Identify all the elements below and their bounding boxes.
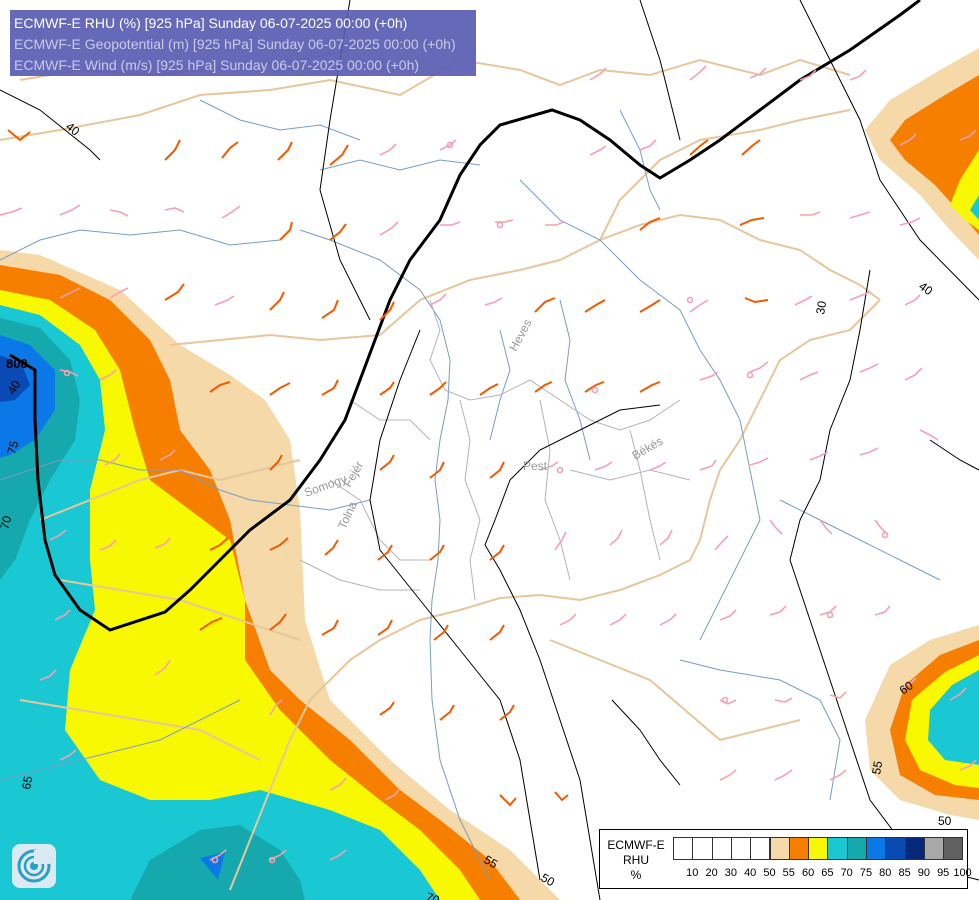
legend-swatch [846,837,867,860]
contour-label: 65 [19,775,35,791]
legend-swatch [730,837,752,860]
wind-barbs-strong [7,129,769,807]
legend-tick-label: 30 [724,867,738,879]
legend-swatch [711,837,732,860]
legend-swatch [866,837,887,860]
color-legend: ECMWF-E RHU % 10 20 30 40 50 55 60 65 70 75 80 85 90… [599,829,972,889]
legend-variable: RHU [623,853,649,867]
legend-swatch [750,837,771,860]
legend-swatch [885,837,906,860]
ecmwf-logo-icon [12,844,56,888]
contour-label: 70 [0,514,14,531]
contour-label: 30 [813,300,829,316]
legend-model: ECMWF-E [607,838,665,852]
legend-swatch [943,837,964,860]
legend-tick-label: 50 [763,867,776,879]
legend-swatch [808,837,829,860]
legend-swatch [788,837,810,860]
legend-swatch [769,837,790,860]
legend-tick-label: 80 [879,867,892,879]
header-title-rhu: ECMWF-E RHU (%) [925 hPa] Sunday 06-07-2… [14,15,408,31]
legend-tick-label: 100 [953,867,972,879]
legend-swatch [904,837,925,860]
legend-tick-label: 10 [686,867,699,879]
legend-tick-label: 65 [821,867,834,879]
header-title-geopotential: ECMWF-E Geopotential (m) [925 hPa] Sunda… [14,36,456,52]
legend-tick-label: 60 [801,867,815,879]
rh-fill-northeast [865,48,979,260]
contour-label: 50 [539,870,558,889]
wind-barbs-weak [0,65,977,864]
contour-label: 70 [424,890,442,900]
legend-tick-label: 85 [898,867,911,879]
legend-tick-label: 90 [917,867,931,879]
contour-label: 40 [4,378,23,397]
contour-label: 800 [6,356,28,371]
legend-tick-label: 75 [859,867,873,879]
legend-tick-label: 20 [705,867,718,879]
header-title-wind: ECMWF-E Wind (m/s) [925 hPa] Sunday 06-0… [14,57,420,73]
legend-tick-label: 70 [840,867,853,879]
rh-fill-west [0,250,560,900]
contour-label: 55 [482,852,501,871]
county-lines [299,299,691,601]
rh-fill-southeast [865,625,979,820]
contour-label: 50 [938,814,952,828]
legend-swatch [827,837,848,860]
contour-label: 55 [869,760,885,776]
legend-tick-label: 95 [937,867,950,879]
legend-swatch [692,837,713,860]
rivers [0,99,941,881]
geopotential-800-contour [9,0,921,632]
legend-swatch [673,837,694,860]
legend-unit: % [630,868,642,882]
map-header: ECMWF-E RHU (%) [925 hPa] Sunday 06-07-2… [10,10,476,76]
contour-label: 75 [4,439,21,456]
legend-title: ECMWF-E RHU % [604,838,668,883]
place-label-pest: Pest [523,459,548,473]
legend-tick-label: 40 [744,867,757,879]
legend-swatch [923,837,945,860]
legend-tick-label: 55 [782,867,795,879]
